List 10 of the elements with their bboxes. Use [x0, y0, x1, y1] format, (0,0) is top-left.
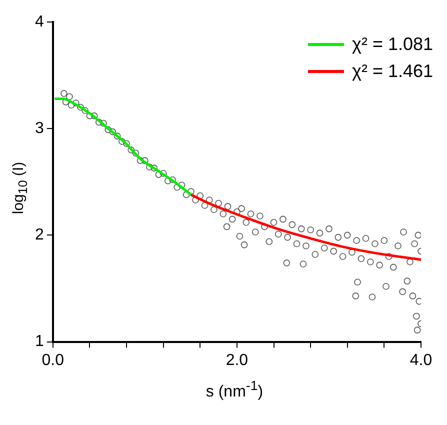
y-tick-label: 1	[34, 333, 44, 350]
x-axis-title: s (nm$^{-1}$)	[204, 378, 264, 402]
legend-label: χ² = 1.081	[352, 34, 433, 55]
x-tick-label: 0.0	[42, 352, 64, 369]
y-tick-label: 4	[34, 13, 44, 30]
x-tick-label: 4.0	[410, 352, 432, 369]
x-tick-label: 2.0	[226, 352, 248, 369]
y-tick-label: 3	[34, 120, 44, 138]
legend-label: χ² = 1.461	[352, 61, 433, 82]
y-tick-label: 2	[34, 226, 44, 244]
